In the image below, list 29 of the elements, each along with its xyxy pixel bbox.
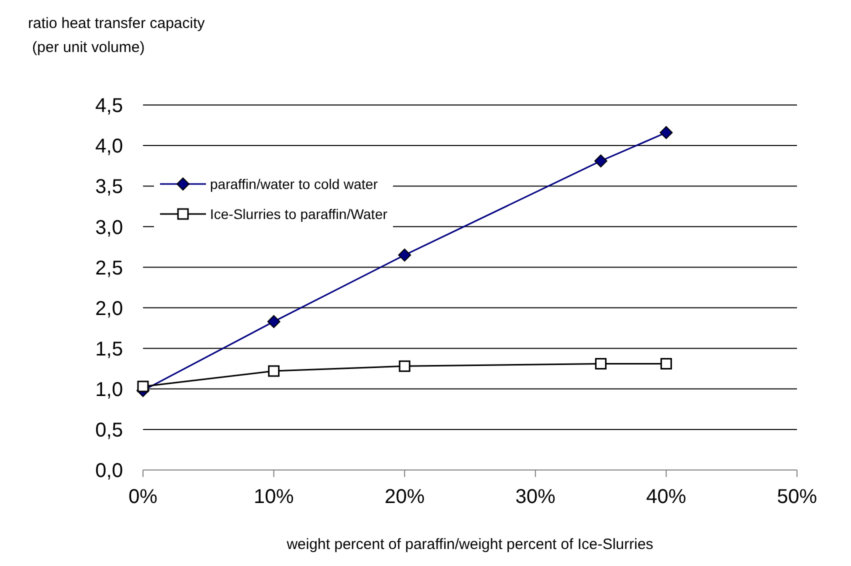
y-tick-label: 0,0: [95, 460, 123, 482]
x-tick-label: 50%: [776, 486, 818, 508]
y-tick-label: 3,5: [95, 176, 123, 198]
point: [398, 248, 412, 262]
point: [594, 154, 608, 168]
legend-label: paraffin/water to cold water: [210, 176, 378, 192]
y-tick-label: 1,0: [95, 378, 123, 401]
x-tick-label: 0%: [128, 486, 158, 508]
point: [595, 358, 607, 370]
y-tick-label: 2,5: [95, 257, 123, 280]
point: [137, 380, 149, 392]
x-tick-label: 10%: [254, 486, 294, 508]
y-tick-label: 4,0: [95, 136, 123, 158]
x-tick-label: 30%: [515, 486, 556, 508]
legend-label: Ice-Slurries to paraffin/Water: [210, 206, 388, 222]
y-tick-label: 2,0: [95, 298, 123, 320]
y-tick-label: 4,5: [95, 95, 123, 118]
y-tick-label: 3,0: [95, 216, 123, 239]
point: [267, 315, 280, 328]
x-tick-label: 20%: [384, 486, 425, 508]
point: [268, 365, 280, 377]
point: [660, 358, 672, 370]
point: [660, 126, 673, 140]
point: [398, 360, 410, 372]
y-axis-title: ratio heat transfer capacity (per unit volume): [28, 14, 205, 58]
y-tick-label: 1,5: [95, 338, 123, 360]
x-axis-title: weight percent of paraffin/weight percent of Ice-Slurries: [286, 536, 654, 553]
y-tick-label: 0,5: [95, 420, 123, 442]
x-tick-label: 40%: [646, 486, 686, 508]
